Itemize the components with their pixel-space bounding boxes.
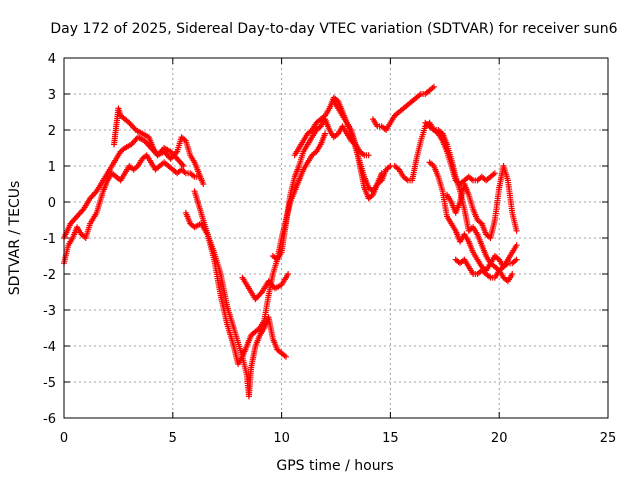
x-tick-label: 15 xyxy=(382,431,399,446)
data-point xyxy=(513,242,520,249)
y-tick-label: -2 xyxy=(43,268,56,283)
series-8 xyxy=(291,94,385,202)
y-tick-label: -6 xyxy=(43,412,56,427)
y-tick-label: -5 xyxy=(43,376,56,391)
data-point xyxy=(513,256,520,263)
data-point xyxy=(180,163,187,169)
y-tick-label: -4 xyxy=(43,340,56,355)
series-6 xyxy=(239,271,292,303)
y-tick-label: 2 xyxy=(48,124,56,139)
data-point xyxy=(200,181,207,187)
x-axis-label: GPS time / hours xyxy=(276,458,393,474)
y-tick-label: 1 xyxy=(48,160,56,175)
data-point xyxy=(430,83,437,90)
series-10 xyxy=(369,83,437,133)
x-tick-label: 5 xyxy=(169,431,177,446)
chart-title: Day 172 of 2025, Sidereal Day-to-day VTE… xyxy=(50,21,617,37)
series-3 xyxy=(111,105,187,169)
x-tick-label: 0 xyxy=(60,431,68,446)
y-axis-label: SDTVAR / TECUs xyxy=(7,181,23,296)
y-tick-label: 3 xyxy=(48,88,56,103)
data-point xyxy=(285,271,292,277)
series-14 xyxy=(443,163,520,241)
y-tick-label: -3 xyxy=(43,304,56,319)
grid xyxy=(64,58,608,418)
data-point xyxy=(513,227,520,234)
data-points xyxy=(61,83,520,400)
data-point xyxy=(322,130,329,137)
series-5 xyxy=(191,188,289,400)
series-9 xyxy=(330,98,394,195)
x-tick-label: 25 xyxy=(600,431,617,446)
series-2 xyxy=(61,134,207,241)
plot-frame xyxy=(63,57,609,419)
x-tick-label: 20 xyxy=(491,431,508,446)
data-point xyxy=(282,353,289,360)
y-tick-label: -1 xyxy=(43,232,56,247)
axis-ticks: 0 5 10 15 20 25 -6 -5 -4 -3 -2 -1 0 1 2 3 4 xyxy=(43,52,616,446)
y-tick-label: 4 xyxy=(48,52,56,67)
data-point xyxy=(509,271,516,277)
x-tick-label: 10 xyxy=(273,431,290,446)
y-tick-label: 0 xyxy=(48,196,56,211)
series-13 xyxy=(426,159,520,274)
data-point xyxy=(491,170,498,177)
data-point xyxy=(365,152,372,159)
series-15 xyxy=(452,242,520,281)
